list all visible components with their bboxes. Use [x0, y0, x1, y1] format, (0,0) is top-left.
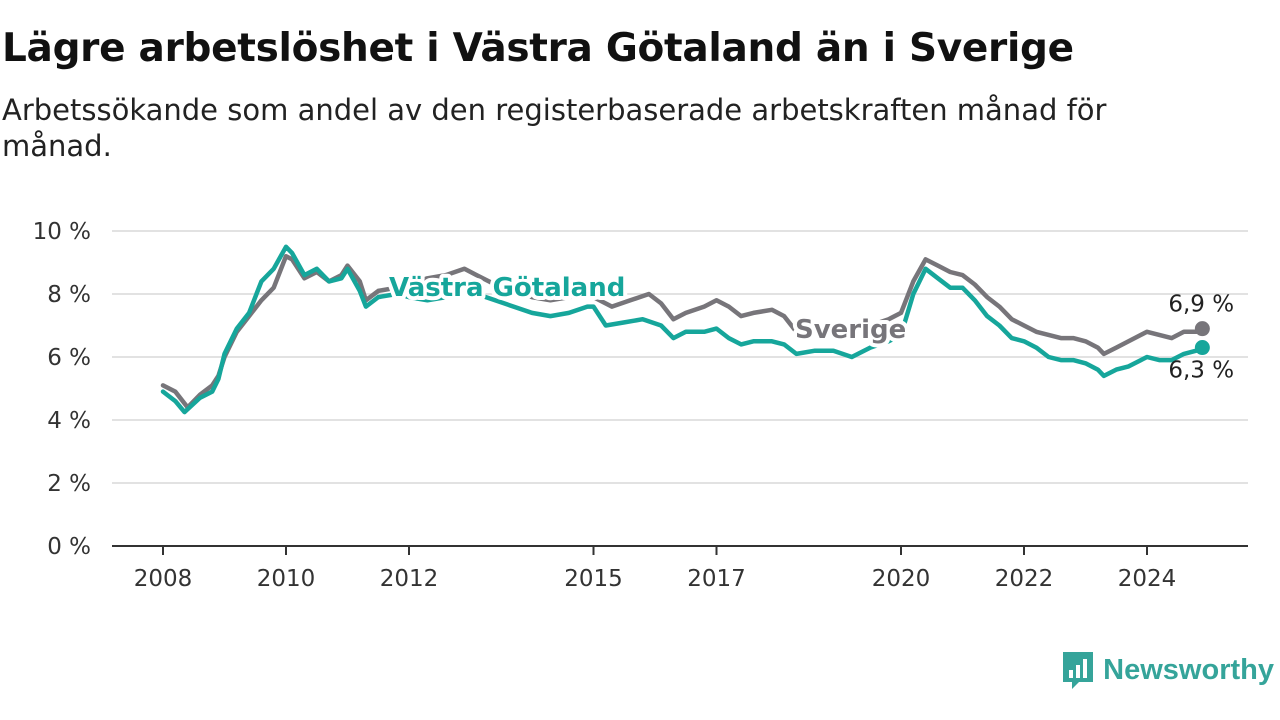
y-tick-label: 0 %	[47, 534, 91, 560]
end-value-label: 6,3 %	[1168, 358, 1234, 384]
series-end-point	[1194, 340, 1210, 356]
chart-title: Lägre arbetslöshet i Västra Götaland än …	[2, 26, 1074, 71]
grid-lines	[112, 230, 1248, 484]
x-tick-label: 2015	[564, 566, 623, 592]
y-axis-ticks: 0 % 2 % 4 % 6 % 8 % 10 %	[33, 219, 91, 560]
y-tick-label: 10 %	[33, 219, 91, 245]
chart-subtitle: Arbetssökande som andel av den registerb…	[2, 93, 1107, 163]
x-tick-label: 2010	[257, 566, 316, 592]
x-tick-label: 2012	[380, 566, 439, 592]
x-tick-label: 2017	[687, 566, 746, 592]
series-end-point	[1194, 321, 1210, 337]
x-tick-label: 2020	[872, 566, 931, 592]
x-tick-label: 2022	[995, 566, 1054, 592]
newsworthy-logo-icon	[1063, 652, 1094, 689]
x-axis: 2008 2010 2012 2015 2017 2020 2022 2024	[112, 545, 1248, 592]
y-tick-label: 2 %	[47, 471, 91, 497]
y-tick-label: 6 %	[47, 345, 91, 371]
newsworthy-brand: Newsworthy	[1061, 650, 1274, 690]
y-tick-label: 4 %	[47, 408, 91, 434]
y-tick-label: 8 %	[47, 282, 91, 308]
series-line-vastra-gotaland	[160, 244, 1205, 415]
series-lines	[160, 244, 1210, 415]
series-label-vastra-gotaland: Västra Götaland	[389, 273, 625, 303]
series-labels: 6,9 % 6,3 % Västra Götaland Sverige	[385, 269, 1234, 384]
series-line-sverige	[160, 253, 1205, 410]
x-tick-label: 2024	[1118, 566, 1177, 592]
series-label-sverige: Sverige	[795, 315, 906, 345]
brand-name: Newsworthy	[1103, 653, 1274, 686]
end-value-label: 6,9 %	[1168, 292, 1234, 318]
x-tick-label: 2008	[134, 566, 193, 592]
